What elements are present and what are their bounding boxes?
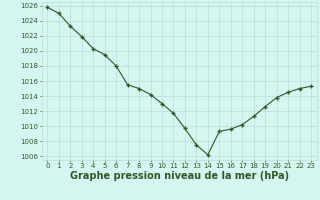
X-axis label: Graphe pression niveau de la mer (hPa): Graphe pression niveau de la mer (hPa) [70,171,289,181]
